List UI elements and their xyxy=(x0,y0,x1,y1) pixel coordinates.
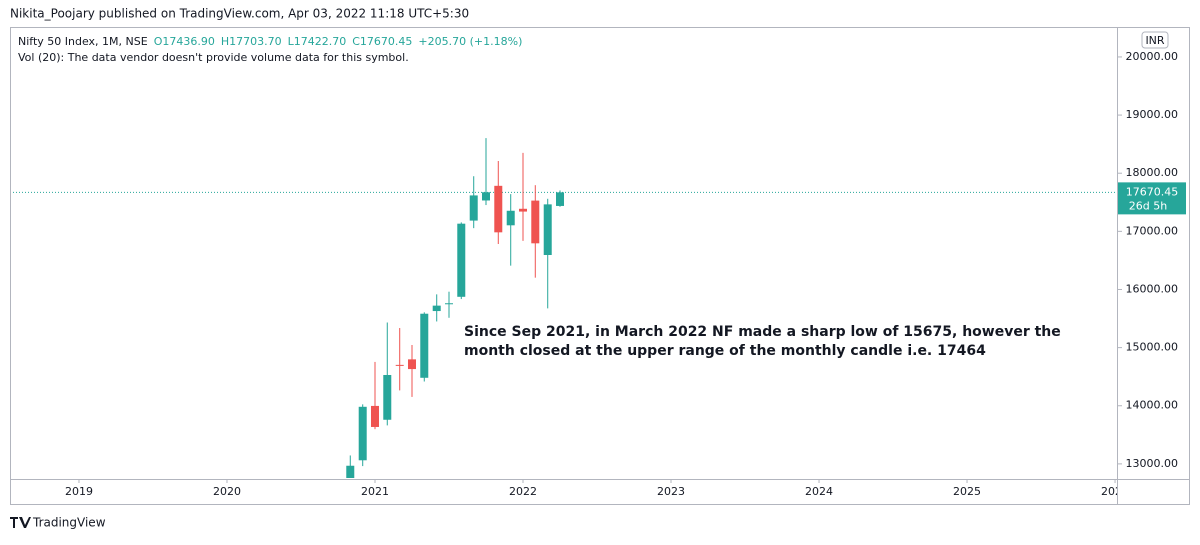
x-tick-label: 2023 xyxy=(657,485,685,498)
candle-body xyxy=(395,364,404,366)
legend-text: Nifty 50 Index, 1M, NSE O17436.90 H17703.7… xyxy=(18,35,522,48)
x-tick-label: 2020 xyxy=(213,485,241,498)
y-tick-label: 16000.00 xyxy=(1126,282,1179,295)
candle-body xyxy=(543,204,552,256)
x-tick-label: 2021 xyxy=(361,485,389,498)
candle-body xyxy=(432,305,441,312)
high: H17703.70 xyxy=(221,35,282,48)
currency-box xyxy=(1141,31,1169,49)
x-tick-label: 2019 xyxy=(65,485,93,498)
candle-body xyxy=(370,405,379,427)
plot xyxy=(11,138,1117,478)
y-tick-label: 15000.00 xyxy=(1126,341,1179,354)
y-tick-label: 19000.00 xyxy=(1126,108,1179,121)
logo-icon xyxy=(10,517,31,528)
x-tick-label: 2025 xyxy=(953,485,981,498)
y-tick-label: 20000.00 xyxy=(1126,50,1179,63)
last-price-label: 17670.45 xyxy=(1126,185,1179,198)
symbol: Nifty 50 Index, 1M, NSE xyxy=(18,35,148,48)
candle-body xyxy=(519,208,528,212)
y-tick-label: 13000.00 xyxy=(1126,457,1179,470)
y-tick-label: 17000.00 xyxy=(1126,224,1179,237)
x-tick-label: 2026 xyxy=(1101,485,1129,498)
candle-body xyxy=(457,223,466,297)
last-price-box xyxy=(1118,182,1186,215)
candle-body xyxy=(481,192,490,201)
annotation-bg xyxy=(458,322,1033,362)
volume-note: Vol (20): The data vendor doesn't provid… xyxy=(18,51,409,64)
candle-body xyxy=(506,210,515,226)
y-tick-label: 14000.00 xyxy=(1126,399,1179,412)
change: +205.70 (+1.18%) xyxy=(418,35,522,48)
candle-body xyxy=(346,465,355,478)
candle-body xyxy=(444,303,453,305)
candle-body xyxy=(469,195,478,221)
legend: Nifty 50 Index, 1M, NSE O17436.90 H17703.7… xyxy=(18,35,522,64)
x-tick-label: 2024 xyxy=(805,485,833,498)
time-axis: 2019 2020 2021 2022 2023 2024 2025 2026 xyxy=(65,480,1129,498)
candle-body xyxy=(556,192,565,206)
open: O17436.90 xyxy=(154,35,215,48)
frame xyxy=(10,27,1190,505)
close: C17670.45 xyxy=(352,35,412,48)
candle-body xyxy=(531,200,540,244)
price-axis: 13000.00 14000.00 15000.00 16000.00 17000.00… xyxy=(1118,50,1186,470)
currency: INR xyxy=(1145,34,1164,47)
y-tick-label: 18000.00 xyxy=(1126,166,1179,179)
countdown: 26d 5h xyxy=(1129,199,1167,212)
candle-body xyxy=(494,185,503,233)
footer: TradingView xyxy=(32,516,106,530)
candle-body xyxy=(358,406,367,461)
candle-body xyxy=(420,313,429,378)
candle-body xyxy=(407,359,416,370)
header: Nikita_Poojary published on TradingView.… xyxy=(10,7,469,21)
x-tick-label: 2022 xyxy=(509,485,537,498)
annotation-line: Since Sep 2021, in March 2022 NF made a … xyxy=(464,324,1061,340)
logo: TradingView xyxy=(10,516,106,530)
annotation-line: month closed at the upper range of the m… xyxy=(464,343,986,359)
candle-body xyxy=(383,374,392,420)
low: L17422.70 xyxy=(288,35,347,48)
